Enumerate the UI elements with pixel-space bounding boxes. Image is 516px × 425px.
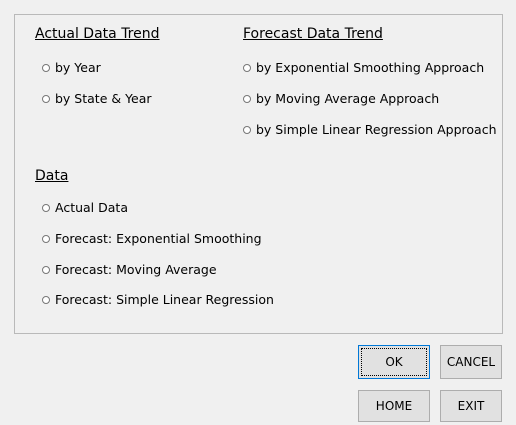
radio-option[interactable]: by Moving Average Approach (243, 91, 439, 106)
section-title: Actual Data Trend (35, 26, 160, 42)
radio-option[interactable]: by Year (42, 60, 101, 75)
option-label: by Year (55, 60, 101, 75)
option-label: by Moving Average Approach (256, 91, 440, 106)
radio-option[interactable]: Actual Data (42, 200, 128, 215)
radio-option[interactable]: by Exponential Smoothing Approach (243, 60, 484, 75)
exit-button[interactable]: EXIT (440, 390, 502, 422)
option-label: Forecast: Exponential Smoothing (55, 231, 262, 246)
cancel-button[interactable]: CANCEL (440, 345, 502, 379)
option-label: by Exponential Smoothing Approach (256, 60, 485, 75)
radio-option[interactable]: by State & Year (42, 91, 152, 106)
option-label: Actual Data (55, 200, 128, 215)
radio-option[interactable]: Forecast: Moving Average (42, 262, 217, 277)
option-label: Forecast: Simple Linear Regression (55, 292, 274, 307)
radio-option[interactable]: Forecast: Simple Linear Regression (42, 292, 274, 307)
options-panel (14, 14, 503, 334)
option-label: by Simple Linear Regression Approach (256, 122, 497, 137)
option-label: by State & Year (55, 91, 152, 106)
option-label: Forecast: Moving Average (55, 262, 217, 277)
radio-option[interactable]: Forecast: Exponential Smoothing (42, 231, 262, 246)
section-title: Forecast Data Trend (243, 26, 383, 42)
ok-button[interactable]: OK (358, 345, 430, 379)
section-title: Data (35, 168, 69, 184)
radio-option[interactable]: by Simple Linear Regression Approach (243, 122, 497, 137)
home-button[interactable]: HOME (358, 390, 430, 422)
